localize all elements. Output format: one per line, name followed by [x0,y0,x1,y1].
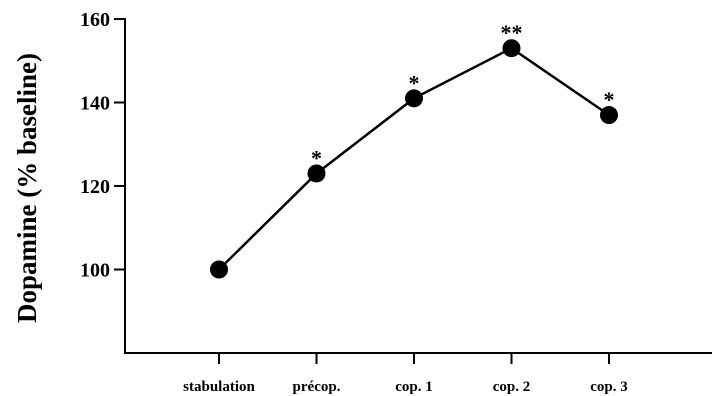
data-point [307,164,326,183]
x-tick-label: cop. 3 [590,379,628,395]
x-tick-label: cop. 1 [395,379,433,395]
significance-label: * [409,70,420,95]
data-point [502,39,521,58]
significance-label: * [311,145,322,170]
y-tick-label: 100 [80,260,110,282]
series: ***** [210,20,618,279]
y-ticks: 100 120 140 160 [80,9,125,282]
significance-label: ** [501,20,523,45]
x-tick-label: cop. 2 [493,379,531,395]
x-tick-label: précop. [293,379,341,395]
axes [124,18,712,354]
data-point [210,260,228,279]
data-point [600,106,618,125]
data-point [405,89,423,108]
y-axis-title: Dopamine (% baseline) [12,53,42,323]
y-tick-label: 120 [80,176,110,198]
y-tick-label: 160 [80,9,110,31]
y-tick-label: 140 [80,93,110,115]
x-tick-label: stabulation [183,379,255,395]
significance-label: * [604,87,615,112]
x-ticks: stabulation précop. cop. 1 cop. 2 cop. 3 [183,353,628,395]
